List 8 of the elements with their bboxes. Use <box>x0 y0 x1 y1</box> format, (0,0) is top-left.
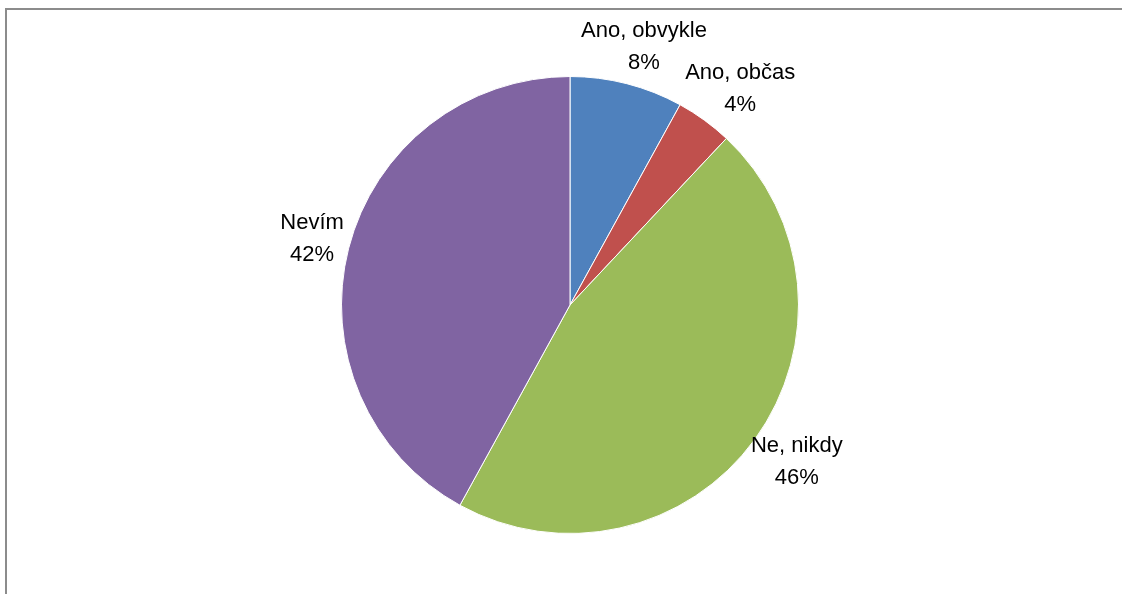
data-label: 4% <box>724 91 757 117</box>
slice-label: Ne, nikdy <box>750 431 843 457</box>
data-label: 8% <box>628 48 660 74</box>
slice-label: Ano, obvykle <box>581 16 707 42</box>
data-label: 46% <box>774 463 819 489</box>
slice-label: Ano, občas <box>685 59 796 85</box>
slice-label: Nevím <box>280 208 344 234</box>
data-label: 42% <box>290 240 335 266</box>
